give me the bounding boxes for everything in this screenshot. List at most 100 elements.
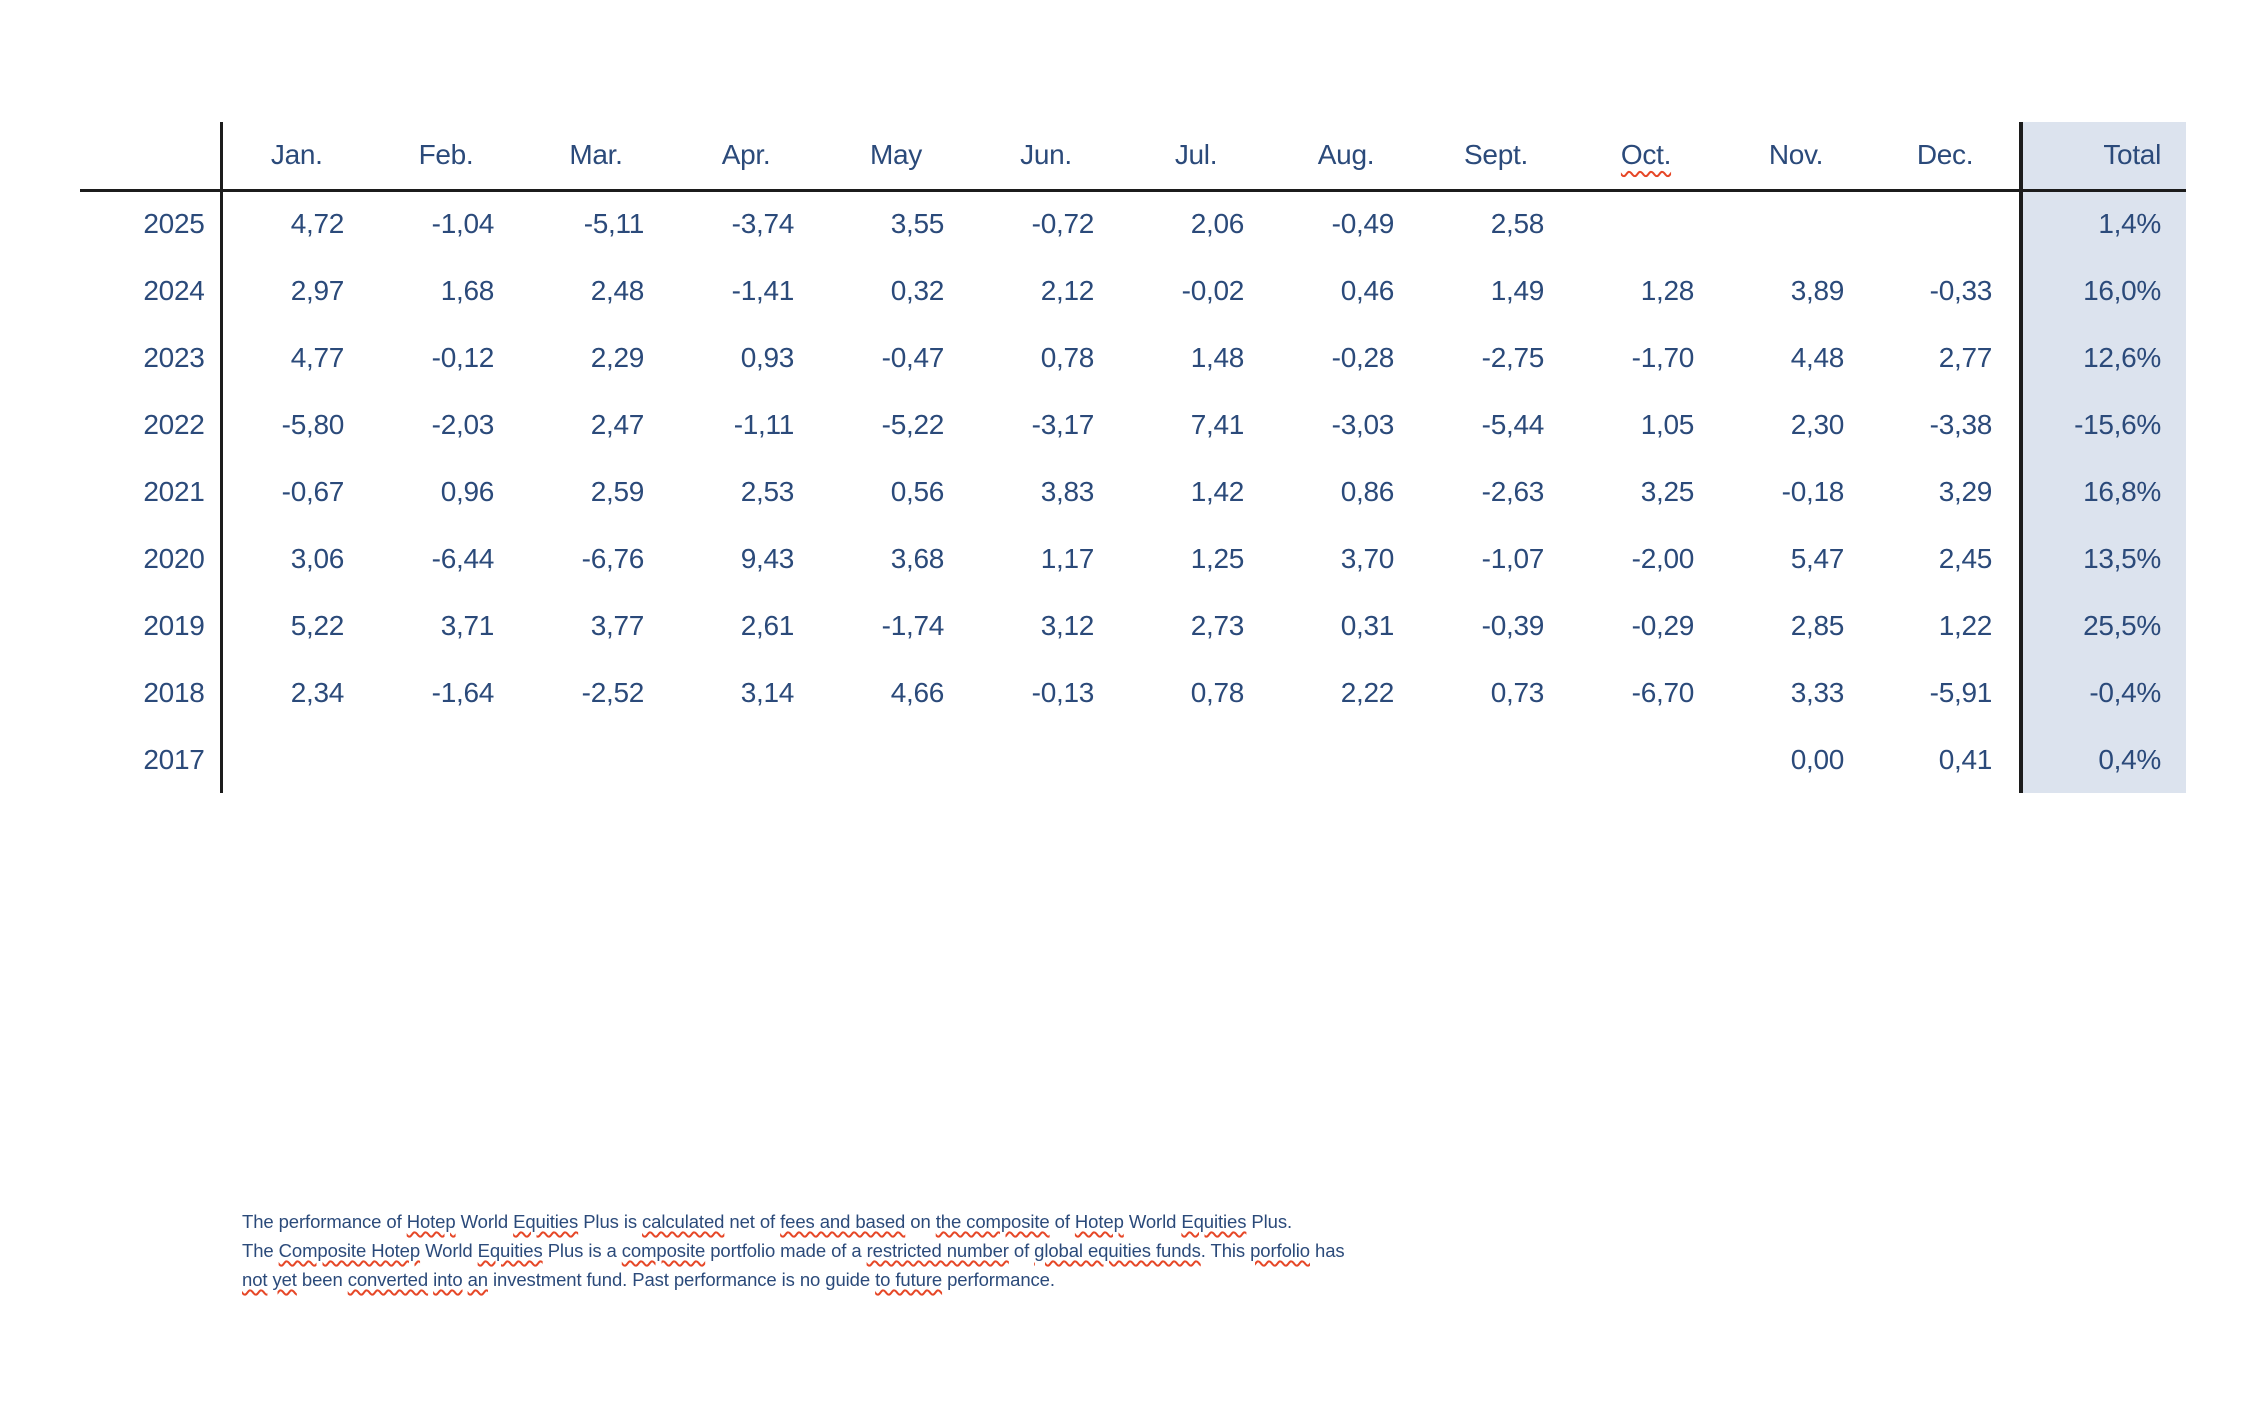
footnote-line: not yet been converted into an investmen… bbox=[242, 1265, 1345, 1294]
month-value-cell: -5,22 bbox=[881, 408, 945, 440]
month-value-cell: 0,86 bbox=[1340, 475, 1395, 507]
year-label: 2018 bbox=[80, 659, 223, 726]
month-value-cell: 5,47 bbox=[1790, 542, 1845, 574]
month-value-cell bbox=[1271, 726, 1421, 793]
footnote-text: The bbox=[242, 1240, 279, 1261]
month-value-cell: 1,42 bbox=[1190, 475, 1245, 507]
month-value-cell: 2,53 bbox=[740, 475, 795, 507]
month-value-cell: -6,70 bbox=[1631, 676, 1695, 708]
month-value-cell: -0,28 bbox=[1331, 341, 1395, 373]
month-header: Jun. bbox=[971, 122, 1121, 192]
month-value-cell: 0,96 bbox=[440, 475, 495, 507]
month-value-cell bbox=[1571, 726, 1721, 793]
month-value-cell bbox=[1721, 190, 1871, 257]
month-value-cell bbox=[971, 726, 1121, 793]
month-value-cell: -1,64 bbox=[431, 676, 495, 708]
misspelled-text: Composite Hotep bbox=[278, 1240, 421, 1261]
month-value-cell: -3,17 bbox=[1031, 408, 1095, 440]
total-value-cell: 16,8% bbox=[2019, 458, 2186, 525]
month-value-cell: 2,22 bbox=[1340, 676, 1395, 708]
month-value-cell: -2,63 bbox=[1481, 475, 1545, 507]
footnote-text: The performance of bbox=[242, 1211, 407, 1232]
table-row: 2018 2,34 -1,64 -2,52 3,14 4,66 -0,13 0,78 2,22 0… bbox=[80, 659, 2186, 726]
month-value-cell bbox=[1121, 726, 1271, 793]
month-value-cell: 2,48 bbox=[590, 274, 645, 306]
month-value-cell bbox=[221, 726, 371, 793]
footnote-text: performance. bbox=[942, 1269, 1055, 1290]
month-value-cell: 3,14 bbox=[740, 676, 795, 708]
month-value-cell: 2,45 bbox=[1938, 542, 1993, 574]
total-value-cell: 12,6% bbox=[2019, 324, 2186, 391]
month-value-cell: -3,03 bbox=[1331, 408, 1395, 440]
year-label: 2024 bbox=[80, 257, 223, 324]
month-header: Oct. bbox=[1571, 122, 1721, 192]
month-value-cell: -5,44 bbox=[1481, 408, 1545, 440]
month-value-cell: -3,74 bbox=[731, 208, 795, 240]
table-row: 2017 0,00 0,41 0,4% bbox=[80, 726, 2186, 793]
table-row: 2020 3,06 -6,44 -6,76 9,43 3,68 1,17 1,25 3,70 -1… bbox=[80, 525, 2186, 592]
month-value-cell: -6,76 bbox=[581, 542, 645, 574]
misspelled-text: porfolio bbox=[1250, 1240, 1310, 1261]
month-value-cell: 2,58 bbox=[1490, 208, 1545, 240]
footnote-text: investment fund. Past performance is no … bbox=[487, 1269, 876, 1290]
total-value-cell: -15,6% bbox=[2019, 391, 2186, 458]
month-value-cell: -3,38 bbox=[1929, 408, 1993, 440]
month-header: Aug. bbox=[1271, 122, 1421, 192]
misspelled-text: restricted number bbox=[866, 1240, 1009, 1261]
month-value-cell: 1,25 bbox=[1190, 542, 1245, 574]
month-header: Sept. bbox=[1421, 122, 1571, 192]
footnote-line: The performance of Hotep World Equities … bbox=[242, 1207, 1345, 1236]
total-header: Total bbox=[2019, 122, 2186, 192]
month-value-cell bbox=[521, 726, 671, 793]
month-value-cell: -0,72 bbox=[1031, 208, 1095, 240]
total-value-cell: -0,4% bbox=[2019, 659, 2186, 726]
month-value-cell: -0,02 bbox=[1181, 274, 1245, 306]
month-value-cell: -0,67 bbox=[281, 475, 345, 507]
month-value-cell: 2,47 bbox=[590, 408, 645, 440]
month-value-cell: 2,12 bbox=[1040, 274, 1095, 306]
month-header: Mar. bbox=[521, 122, 671, 192]
year-label: 2020 bbox=[80, 525, 223, 592]
month-value-cell bbox=[671, 726, 821, 793]
month-value-cell: -1,70 bbox=[1631, 341, 1695, 373]
month-value-cell: 0,00 bbox=[1790, 743, 1845, 775]
total-value-cell: 13,5% bbox=[2019, 525, 2186, 592]
misspelled-text: Hotep bbox=[406, 1211, 456, 1232]
month-header: Nov. bbox=[1721, 122, 1871, 192]
month-value-cell: 9,43 bbox=[740, 542, 795, 574]
total-value-cell: 1,4% bbox=[2019, 190, 2186, 257]
month-value-cell: 1,68 bbox=[440, 274, 495, 306]
misspelled-text: converted bbox=[347, 1269, 429, 1290]
month-value-cell: 4,66 bbox=[890, 676, 945, 708]
month-value-cell: 2,30 bbox=[1790, 408, 1845, 440]
month-value-cell bbox=[1571, 190, 1721, 257]
month-value-cell: -6,44 bbox=[431, 542, 495, 574]
month-value-cell: -2,00 bbox=[1631, 542, 1695, 574]
month-value-cell: -5,80 bbox=[281, 408, 345, 440]
year-label: 2022 bbox=[80, 391, 223, 458]
month-value-cell: 0,46 bbox=[1340, 274, 1395, 306]
month-value-cell: 3,68 bbox=[890, 542, 945, 574]
month-value-cell: 0,56 bbox=[890, 475, 945, 507]
year-label: 2019 bbox=[80, 592, 223, 659]
year-label: 2023 bbox=[80, 324, 223, 391]
total-value-cell: 25,5% bbox=[2019, 592, 2186, 659]
month-value-cell: 0,31 bbox=[1340, 609, 1395, 641]
month-value-cell: -1,74 bbox=[881, 609, 945, 641]
month-value-cell: -5,91 bbox=[1929, 676, 1993, 708]
misspelled-text: composite bbox=[621, 1240, 706, 1261]
month-value-cell: -0,29 bbox=[1631, 609, 1695, 641]
footnote-text: Plus is a bbox=[542, 1240, 622, 1261]
month-value-cell: 3,71 bbox=[440, 609, 495, 641]
month-value-cell: -0,39 bbox=[1481, 609, 1545, 641]
table-row: 2023 4,77 -0,12 2,29 0,93 -0,47 0,78 1,48 -0,28 -… bbox=[80, 324, 2186, 391]
footnote-text: of bbox=[1049, 1211, 1075, 1232]
month-value-cell: 3,89 bbox=[1790, 274, 1845, 306]
month-value-cell: 2,29 bbox=[590, 341, 645, 373]
footnote-text: portfolio made of a bbox=[705, 1240, 867, 1261]
month-value-cell: 5,22 bbox=[290, 609, 345, 641]
footnote-text: World bbox=[1123, 1211, 1182, 1232]
month-value-cell: 4,72 bbox=[290, 208, 345, 240]
month-value-cell: 2,34 bbox=[290, 676, 345, 708]
